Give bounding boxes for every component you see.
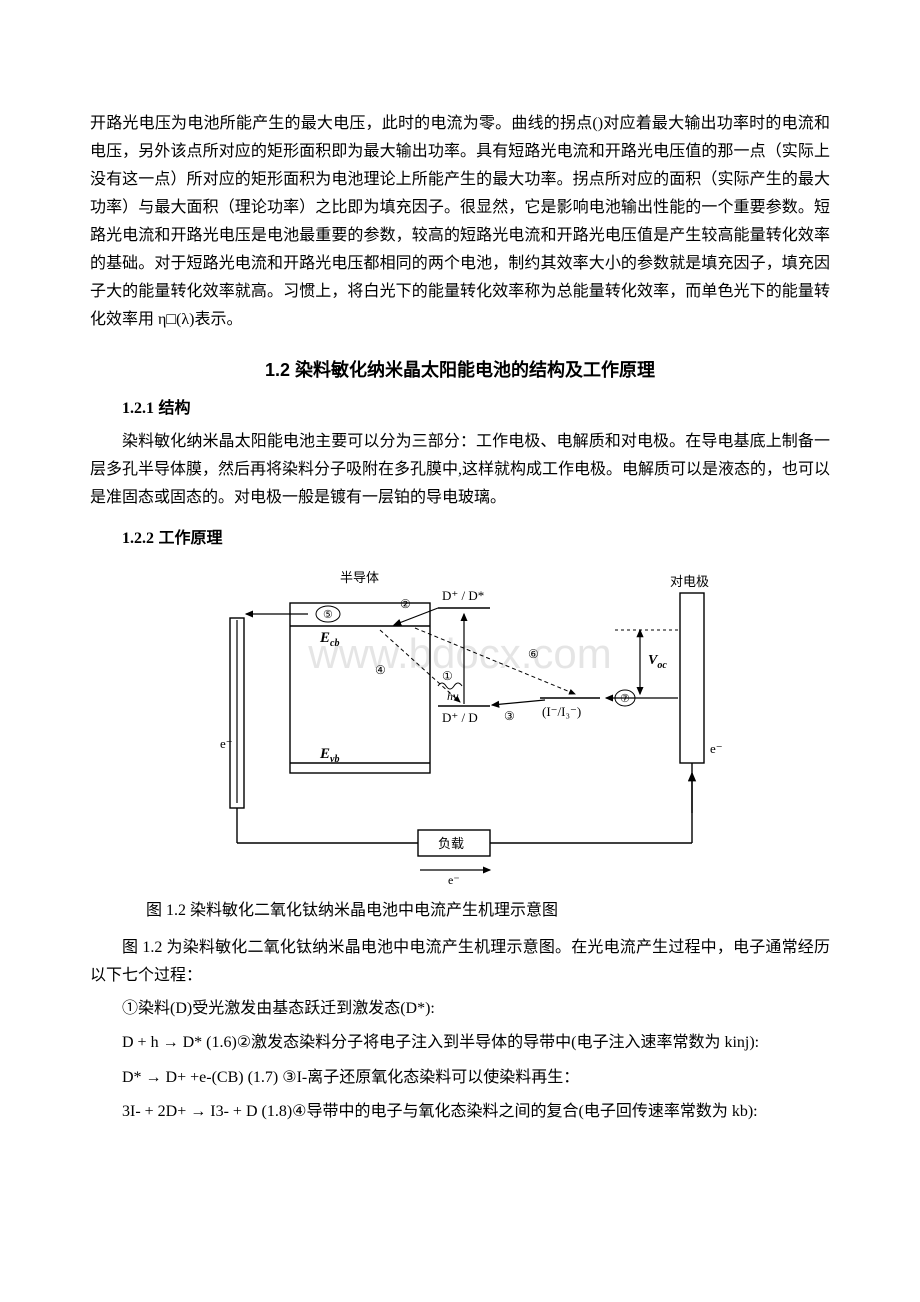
subheading-1-2-2-text: 工作原理 bbox=[154, 530, 222, 547]
label-c1: ① bbox=[442, 669, 453, 683]
subheading-1-2-1-text: 结构 bbox=[154, 400, 190, 417]
label-counter-electrode: 对电极 bbox=[670, 574, 709, 589]
equation-1-7: D* → D+ +e-(CB) (1.7) ③I-离子还原氧化态染料可以使染料再… bbox=[90, 1063, 830, 1093]
subheading-1-2-2: 1.2.2 工作原理 bbox=[90, 524, 830, 548]
arrow-process-3 bbox=[492, 700, 545, 705]
para-1-2-1: 染料敏化纳米晶太阳能电池主要可以分为三部分：工作电极、电解质和对电极。在导电基底… bbox=[90, 428, 830, 512]
equation-1-6: D + h → D* (1.6)②激发态染料分子将电子注入到半导体的导带中(电子… bbox=[90, 1028, 830, 1058]
label-voc: Voc bbox=[648, 653, 667, 671]
label-c3: ③ bbox=[504, 709, 515, 723]
label-c4: ④ bbox=[375, 663, 386, 677]
label-c7: ⑦ bbox=[620, 693, 630, 705]
label-c5: ⑤ bbox=[323, 609, 333, 621]
equation-1-8: 3I- + 2D+ → I3- + D (1.8)④导带中的电子与氧化态染料之间… bbox=[90, 1097, 830, 1127]
step-1: ①染料(D)受光激发由基态跃迁到激发态(D*): bbox=[90, 994, 830, 1024]
section-1-2-heading: 1.2 染料敏化纳米晶太阳能电池的结构及工作原理 bbox=[90, 356, 830, 382]
intro-paragraph: 开路光电压为电池所能产生的最大电压，此时的电流为零。曲线的拐点()对应着最大输出… bbox=[90, 110, 830, 334]
diagram-1-2-container: www.bdocx.com 半导体 对电极 Ecb Evb D⁺ / D* D⁺… bbox=[90, 558, 830, 888]
diagram-1-2-caption: 图 1.2 染料敏化二氧化钛纳米晶电池中电流产生机理示意图 bbox=[90, 896, 830, 920]
subheading-1-2-2-num: 1.2.2 bbox=[122, 530, 154, 547]
label-e-bottom: e⁻ bbox=[448, 873, 460, 887]
diagram-1-2: www.bdocx.com 半导体 对电极 Ecb Evb D⁺ / D* D⁺… bbox=[180, 558, 740, 888]
subheading-1-2-1: 1.2.1 结构 bbox=[90, 394, 830, 418]
subheading-1-2-1-num: 1.2.1 bbox=[122, 400, 154, 417]
watermark-text: www.bdocx.com bbox=[307, 630, 611, 677]
label-e-right: e⁻ bbox=[710, 741, 723, 756]
label-d-star: D⁺ / D* bbox=[442, 588, 484, 603]
label-semiconductor: 半导体 bbox=[340, 570, 379, 585]
label-d-ground: D⁺ / D bbox=[442, 710, 478, 725]
semiconductor-box bbox=[290, 603, 430, 773]
label-load: 负载 bbox=[438, 836, 464, 851]
label-c6: ⑥ bbox=[528, 647, 539, 661]
label-e-left: e⁻ bbox=[220, 736, 233, 751]
para-after-diagram: 图 1.2 为染料敏化二氧化钛纳米晶电池中电流产生机理示意图。在光电流产生过程中… bbox=[90, 934, 830, 990]
counter-electrode bbox=[680, 593, 704, 763]
label-redox: (I⁻/I₃⁻) bbox=[542, 704, 581, 719]
label-evb: Evb bbox=[319, 746, 339, 765]
label-c2: ② bbox=[400, 597, 411, 611]
